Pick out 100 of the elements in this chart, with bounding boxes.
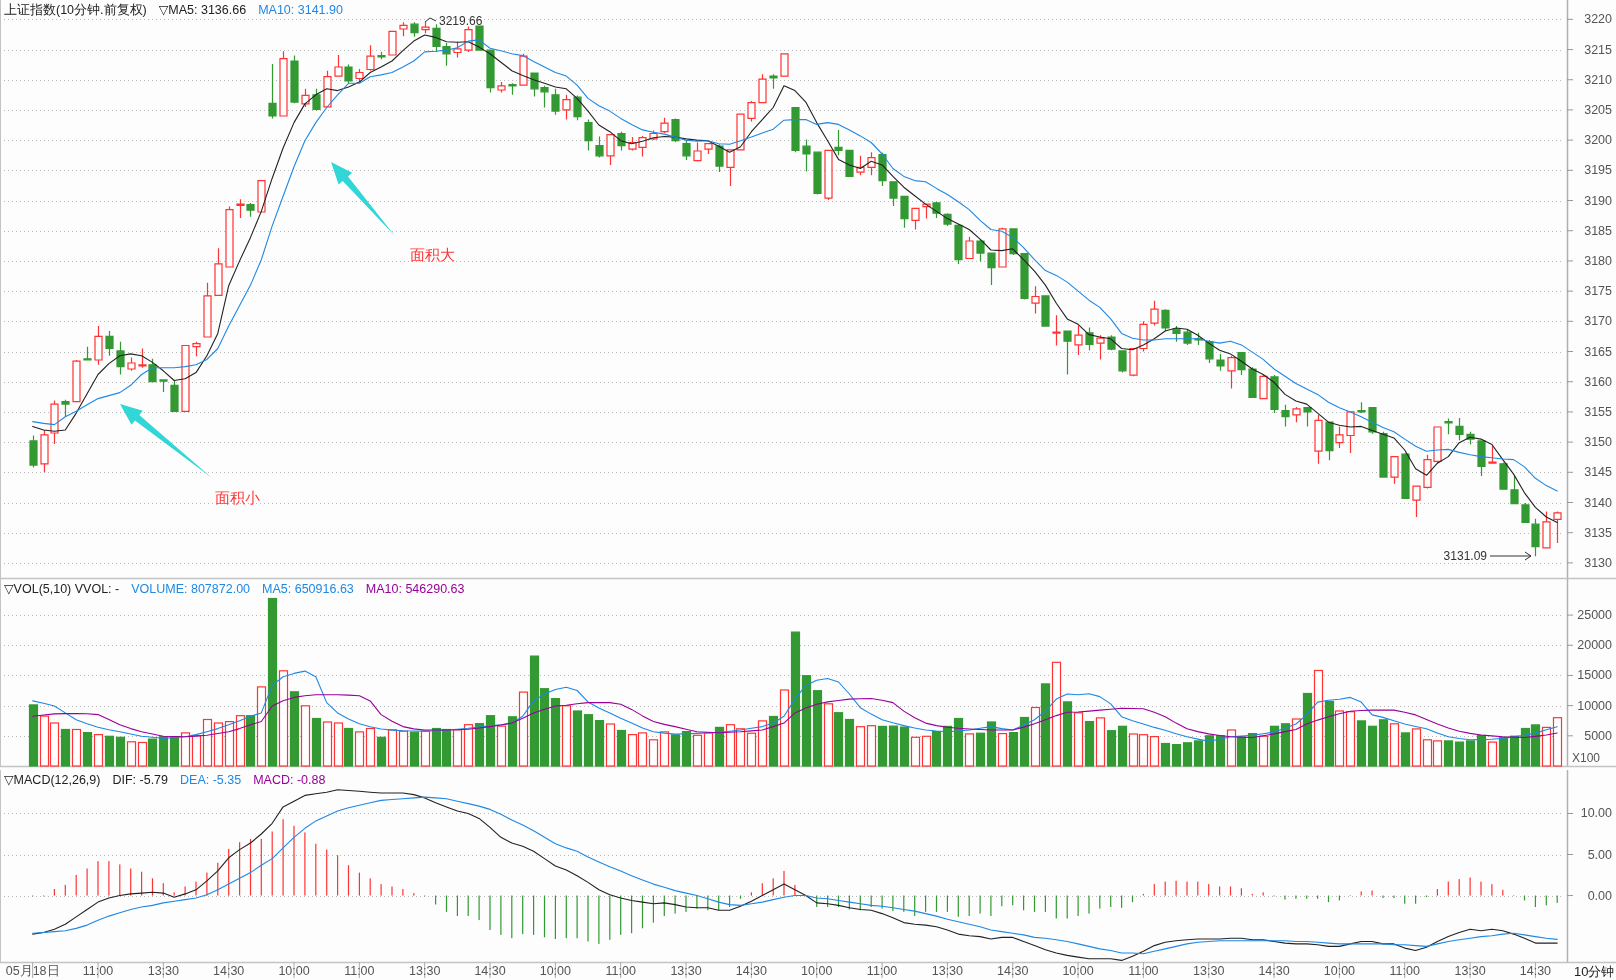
bar (1487, 741, 1498, 767)
bar (877, 725, 888, 767)
candlestick (116, 341, 125, 376)
candlestick (726, 149, 735, 187)
bar (1334, 710, 1345, 767)
candlestick (246, 202, 255, 218)
candlestick (965, 236, 974, 260)
candlestick (388, 30, 397, 56)
bar (496, 725, 507, 767)
bar (1389, 723, 1400, 767)
y-tick-label: 3215 (1584, 42, 1613, 57)
annotation: 面积小 (215, 489, 260, 506)
bar (300, 705, 311, 767)
candlestick (1303, 406, 1312, 427)
x-tick-label: 11:00 (82, 964, 114, 978)
bar (975, 732, 986, 767)
x-tick-label: 14:30 (213, 964, 245, 978)
bar (104, 735, 115, 767)
candlestick (780, 53, 789, 77)
line-series (32, 694, 1558, 739)
text: ▽MA5: 3136.66 (158, 3, 247, 17)
bar (1454, 741, 1465, 767)
candlestick (410, 21, 419, 38)
bar (1084, 721, 1095, 767)
candlestick (1390, 456, 1399, 485)
bar (801, 675, 812, 767)
bar (746, 732, 757, 767)
annotation: 3219.66 (439, 14, 483, 28)
candlestick (40, 429, 49, 473)
candlestick (802, 138, 811, 173)
bar (757, 720, 768, 767)
candlestick (1237, 351, 1246, 376)
candlestick (29, 434, 38, 469)
candlestick (94, 325, 103, 366)
x-tick-label: 13:30 (670, 964, 702, 978)
candlestick (181, 344, 190, 413)
candlestick (50, 399, 59, 445)
bar (855, 726, 866, 767)
candlestick (61, 399, 70, 418)
candlestick (1074, 324, 1083, 356)
y-tick-label: 5000 (1584, 728, 1613, 743)
bar (910, 736, 921, 767)
candlestick (769, 73, 778, 90)
chart-title: ▽MACD(12,26,9) (4, 773, 101, 787)
bar (823, 703, 834, 767)
bar (1552, 717, 1563, 767)
candlestick (1161, 308, 1170, 332)
y-tick-label: 3160 (1584, 374, 1613, 389)
candlestick (1020, 253, 1029, 301)
bar (1149, 736, 1160, 767)
y-tick-label: 3170 (1584, 314, 1613, 329)
bar (1226, 729, 1237, 767)
candlestick (551, 88, 560, 116)
bar (518, 691, 529, 767)
bar (986, 721, 997, 767)
bar (1291, 718, 1302, 767)
candlestick (1052, 314, 1061, 347)
candlestick (1455, 417, 1464, 441)
line-series (32, 670, 1558, 742)
bar (93, 734, 104, 767)
candlestick (1085, 326, 1094, 351)
candlestick (1281, 404, 1290, 427)
bar (202, 718, 213, 767)
candlestick (1172, 325, 1181, 343)
bar (235, 715, 246, 767)
x-tick-label: 11:00 (1128, 964, 1159, 978)
candlestick (453, 41, 462, 58)
bar (191, 735, 202, 767)
candlestick (758, 73, 767, 104)
x-tick-label: 10:00 (1323, 964, 1356, 978)
bar (28, 704, 39, 767)
bar (1215, 735, 1226, 767)
bar (278, 670, 289, 767)
bar (1182, 742, 1193, 767)
candlestick (660, 117, 669, 134)
text: 10分钟 (1574, 964, 1615, 979)
x-tick-label: 11:00 (1389, 964, 1420, 978)
candlestick (1521, 502, 1530, 524)
bar (899, 726, 910, 767)
bar (1400, 732, 1411, 767)
bar (463, 724, 474, 767)
candlestick (889, 181, 898, 207)
bar (1095, 717, 1106, 767)
candlestick (562, 94, 571, 121)
bar (1269, 725, 1280, 767)
x-tick-label: 13:30 (1454, 964, 1486, 978)
bar (790, 631, 801, 767)
candlestick (1553, 511, 1562, 544)
bar (1019, 716, 1030, 767)
bar (1171, 744, 1182, 767)
bar (681, 731, 692, 767)
y-tick-label: 20000 (1577, 638, 1613, 653)
bar (115, 736, 126, 767)
bar (1302, 692, 1313, 767)
x-tick-label: 05月18日 (5, 964, 60, 978)
bar (605, 723, 616, 767)
bar (398, 730, 409, 767)
y-tick-label: 3135 (1584, 525, 1613, 540)
candlestick (1314, 414, 1323, 465)
bar (126, 741, 137, 767)
